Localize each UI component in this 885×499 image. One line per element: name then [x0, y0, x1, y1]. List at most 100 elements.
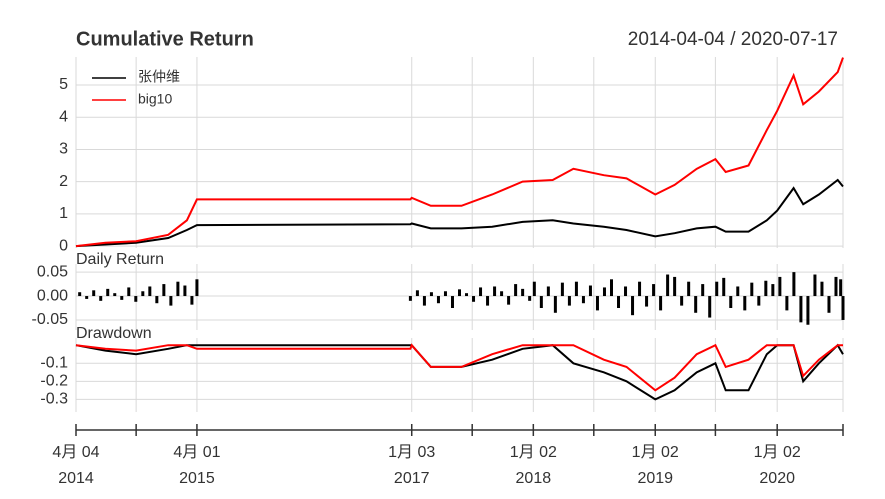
bar [771, 284, 775, 297]
bar [472, 296, 476, 302]
bar [652, 284, 656, 297]
y-tick-label: 2 [59, 173, 68, 190]
legend-label: 张仲维 [138, 69, 180, 85]
bar [617, 296, 621, 308]
bar [120, 296, 124, 300]
bar [479, 287, 483, 297]
y-tick-label: -0.05 [32, 311, 69, 328]
bar [715, 281, 719, 297]
bar [785, 296, 789, 311]
bar [422, 296, 426, 306]
x-tick-year: 2017 [394, 470, 430, 487]
bar [750, 282, 754, 297]
x-tick-year: 2015 [179, 470, 215, 487]
bar [743, 296, 747, 311]
bar [458, 289, 461, 297]
bar [645, 296, 649, 307]
y-tick-label: 1 [59, 205, 68, 222]
bar [764, 280, 768, 297]
date-range: 2014-04-04 / 2020-07-17 [628, 29, 838, 50]
bar [408, 296, 412, 301]
series-line [75, 178, 844, 248]
bar [127, 287, 131, 297]
bar [736, 286, 740, 297]
legend-label: big10 [138, 91, 172, 107]
y-tick-label: 5 [59, 76, 68, 93]
bar [92, 290, 96, 297]
x-tick-year: 2018 [516, 470, 552, 487]
bar [588, 285, 592, 297]
bar [806, 296, 810, 325]
bar [493, 286, 497, 297]
bar [436, 296, 440, 304]
bar [595, 296, 599, 311]
bar [546, 286, 550, 297]
bar [757, 296, 761, 306]
y-tick-label: 0.05 [37, 263, 68, 280]
bar [820, 281, 824, 297]
y-tick-label: -0.1 [40, 354, 68, 371]
bar [553, 296, 557, 313]
bar [638, 281, 642, 297]
x-tick-label: 1月 02 [510, 444, 557, 461]
bar [113, 293, 117, 297]
bar [183, 285, 187, 297]
series-line [75, 343, 843, 392]
y-tick-label: -0.2 [40, 373, 68, 390]
bar [841, 296, 845, 320]
bar [106, 288, 110, 297]
bar [722, 277, 726, 297]
bar [162, 284, 166, 297]
x-tick-label: 4月 04 [52, 444, 99, 461]
bar [567, 296, 571, 306]
x-tick-label: 1月 02 [754, 444, 801, 461]
bar [78, 292, 82, 297]
bar [155, 296, 159, 304]
bar [799, 296, 803, 323]
bar [687, 281, 691, 297]
bar [176, 281, 180, 297]
bar [465, 293, 469, 297]
x-tick-label: 1月 02 [632, 444, 679, 461]
bar [134, 296, 138, 302]
bar [85, 296, 89, 299]
bar [827, 296, 831, 313]
bar [514, 284, 518, 297]
bar [581, 296, 585, 304]
bar [673, 276, 677, 297]
y-tick-label: 0.00 [37, 287, 68, 304]
bar [624, 286, 628, 297]
series-line [75, 343, 844, 401]
bar [528, 296, 532, 301]
bar [834, 276, 838, 297]
bar [486, 296, 490, 306]
bar [701, 284, 705, 297]
x-tick-year: 2020 [759, 470, 795, 487]
bar [839, 279, 843, 297]
bar [813, 274, 817, 297]
x-tick-label: 4月 01 [173, 444, 220, 461]
bar [521, 288, 525, 297]
bar [169, 296, 173, 306]
bar [415, 290, 419, 297]
y-tick-label: 0 [59, 237, 68, 254]
y-tick-label: 4 [59, 108, 68, 125]
bar [729, 296, 733, 308]
bar [148, 286, 152, 297]
bar [99, 296, 103, 301]
bar [694, 296, 698, 313]
bar [602, 287, 606, 297]
bar [500, 291, 504, 297]
y-tick-label: -0.3 [40, 391, 68, 408]
bar [141, 291, 145, 297]
panel-title: Daily Return [76, 251, 164, 268]
panel-title: Drawdown [76, 325, 152, 342]
bar [560, 282, 564, 297]
x-tick-year: 2014 [58, 470, 94, 487]
chart-title: Cumulative Return [76, 28, 254, 50]
y-tick-label: 3 [59, 141, 68, 158]
bar [680, 296, 684, 306]
bar [429, 292, 433, 297]
bar [539, 296, 543, 308]
bar [450, 296, 454, 308]
